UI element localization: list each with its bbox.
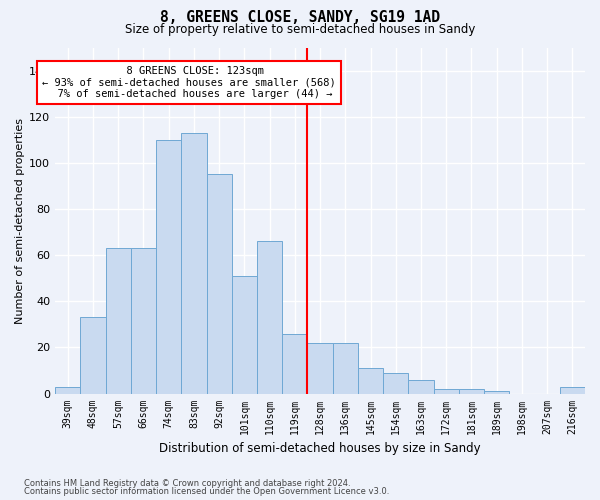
Bar (257, 242, 282, 394)
Bar (484, 391, 509, 394)
Bar (383, 373, 409, 394)
Bar (332, 343, 358, 394)
Bar (206, 174, 232, 394)
Bar (156, 140, 181, 394)
Bar (459, 389, 484, 394)
Bar (282, 334, 307, 394)
Y-axis label: Number of semi-detached properties: Number of semi-detached properties (15, 118, 25, 324)
Text: 8 GREENS CLOSE: 123sqm
← 93% of semi-detached houses are smaller (568)
  7% of s: 8 GREENS CLOSE: 123sqm ← 93% of semi-det… (42, 66, 336, 99)
X-axis label: Distribution of semi-detached houses by size in Sandy: Distribution of semi-detached houses by … (159, 442, 481, 455)
Bar (131, 248, 156, 394)
Bar (560, 386, 585, 394)
Bar (181, 133, 206, 394)
Text: Contains public sector information licensed under the Open Government Licence v3: Contains public sector information licen… (24, 487, 389, 496)
Bar (307, 343, 332, 394)
Text: Size of property relative to semi-detached houses in Sandy: Size of property relative to semi-detach… (125, 22, 475, 36)
Bar (55, 386, 80, 394)
Bar (106, 248, 131, 394)
Bar (80, 318, 106, 394)
Bar (358, 368, 383, 394)
Bar (434, 389, 459, 394)
Bar (409, 380, 434, 394)
Bar (232, 276, 257, 394)
Text: Contains HM Land Registry data © Crown copyright and database right 2024.: Contains HM Land Registry data © Crown c… (24, 478, 350, 488)
Text: 8, GREENS CLOSE, SANDY, SG19 1AD: 8, GREENS CLOSE, SANDY, SG19 1AD (160, 10, 440, 25)
